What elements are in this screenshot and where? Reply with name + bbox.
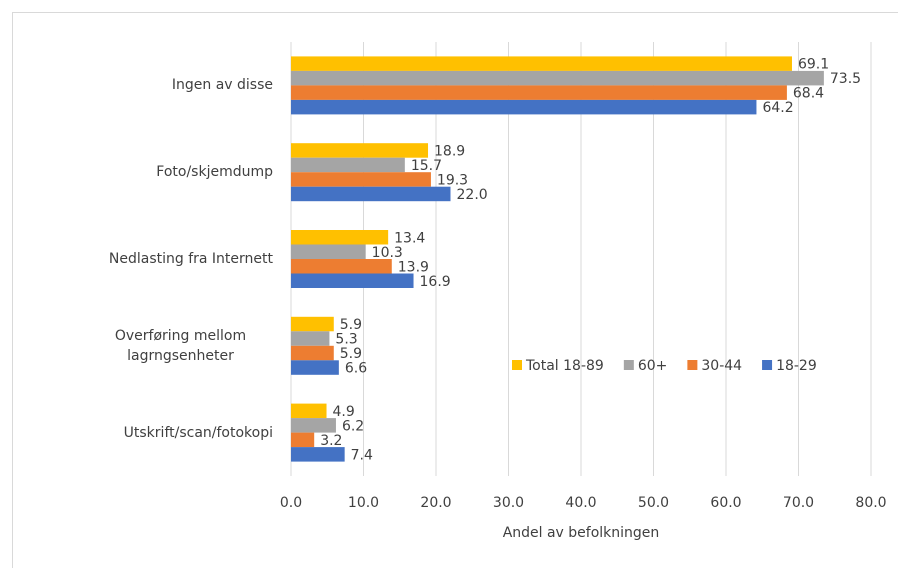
- data-label: 18.9: [434, 143, 465, 159]
- legend-label: 60+: [638, 358, 668, 374]
- bar: [291, 244, 366, 259]
- bar: [291, 259, 392, 274]
- legend-swatch: [512, 360, 522, 370]
- data-label: 73.5: [830, 71, 861, 87]
- bar: [291, 143, 429, 158]
- x-tick-label: 60.0: [710, 495, 741, 511]
- bar: [291, 360, 339, 375]
- category-label: Ingen av disse: [171, 77, 273, 94]
- y-tick-label: Utskrift/scan/fotokopi: [124, 403, 273, 463]
- category-label: Utskrift/scan/fotokopi: [123, 424, 273, 441]
- data-label: 69.1: [798, 57, 829, 73]
- category-label: Overføring mellom lagrngsenheter: [114, 327, 247, 364]
- bar: [291, 316, 334, 332]
- data-label: 5.9: [340, 317, 362, 333]
- data-label: 4.9: [333, 404, 355, 420]
- x-tick-label: 80.0: [855, 495, 886, 511]
- y-tick-label: Nedlasting fra Internett: [109, 229, 273, 289]
- x-tick-label: 30.0: [493, 495, 524, 511]
- bar: [291, 172, 431, 187]
- data-label: 13.9: [398, 259, 429, 275]
- data-label: 3.2: [320, 433, 342, 449]
- bar: [291, 99, 757, 115]
- bar: [291, 432, 315, 448]
- category-label: Foto/skjemdump: [156, 164, 273, 181]
- bar: [291, 186, 451, 202]
- x-tick-label: 40.0: [565, 495, 596, 511]
- x-tick-label: 70.0: [783, 495, 814, 511]
- legend-swatch: [762, 360, 773, 370]
- data-label: 13.4: [394, 230, 425, 246]
- x-tick-label: 50.0: [638, 495, 669, 511]
- bar: [291, 273, 414, 288]
- bar: [291, 345, 334, 361]
- data-label: 15.7: [411, 158, 442, 174]
- x-tick-label: 10.0: [348, 495, 379, 511]
- data-label: 5.3: [335, 332, 357, 348]
- y-tick-label: Ingen av disse: [172, 55, 273, 115]
- x-axis-title: Andel av befolkningen: [503, 525, 660, 541]
- bar: [291, 157, 405, 173]
- bar: [291, 447, 345, 462]
- bar: [291, 230, 389, 245]
- legend-swatch: [623, 360, 634, 370]
- data-label: 22.0: [457, 187, 488, 203]
- legend-label: 18-29: [776, 358, 817, 374]
- bar: [291, 403, 327, 419]
- data-label: 19.3: [437, 172, 468, 188]
- legend-label: Total 18-89: [525, 358, 604, 374]
- legend-label: 30-44: [701, 358, 742, 374]
- data-label: 16.9: [420, 274, 451, 290]
- data-label: 10.3: [372, 245, 403, 261]
- bar: [291, 331, 330, 346]
- y-tick-label: Overføring mellom lagrngsenheter: [88, 316, 273, 376]
- data-label: 6.6: [345, 361, 367, 377]
- x-tick-label: 0.0: [280, 495, 302, 511]
- data-label: 6.2: [342, 418, 364, 434]
- category-label: Nedlasting fra Internett: [108, 251, 273, 267]
- bar: [291, 418, 336, 433]
- bar: [291, 85, 787, 100]
- bar: [291, 56, 792, 71]
- data-label: 64.2: [762, 100, 793, 116]
- bar: [291, 70, 824, 86]
- data-label: 5.9: [340, 346, 362, 362]
- y-tick-label: Foto/skjemdump: [156, 142, 273, 202]
- x-tick-label: 20.0: [420, 495, 451, 511]
- legend-swatch: [687, 360, 698, 370]
- data-label: 7.4: [351, 447, 373, 463]
- data-label: 68.4: [793, 86, 824, 102]
- chart-frame: [12, 12, 898, 568]
